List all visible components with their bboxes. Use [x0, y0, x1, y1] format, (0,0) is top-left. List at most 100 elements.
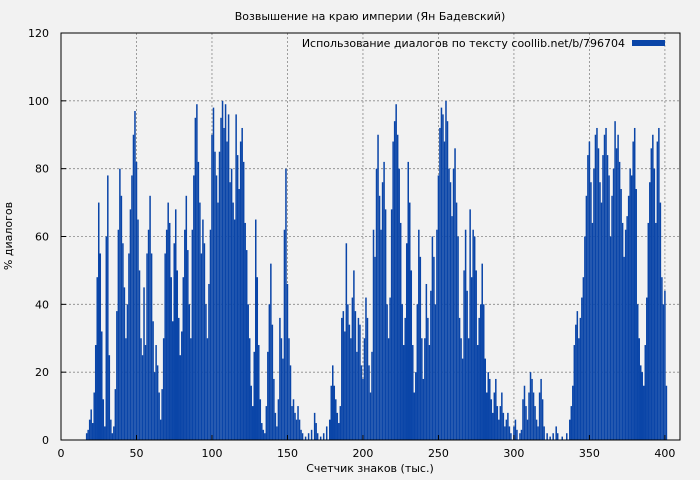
- bar: [351, 297, 354, 440]
- bar: [585, 195, 588, 440]
- bar: [117, 229, 120, 440]
- bar: [590, 182, 592, 441]
- bar: [412, 345, 414, 440]
- bar: [582, 277, 585, 440]
- bar: [439, 127, 441, 440]
- bar: [294, 412, 296, 440]
- bar: [398, 168, 400, 441]
- bar: [587, 155, 589, 440]
- bar: [621, 222, 624, 440]
- bar: [147, 229, 150, 440]
- bar: [531, 378, 533, 440]
- bar: [454, 148, 456, 440]
- bar: [162, 338, 165, 440]
- bar: [575, 324, 577, 440]
- x-tick-label: 100: [201, 447, 222, 460]
- bar: [578, 338, 580, 440]
- bar: [387, 338, 390, 440]
- bar: [155, 345, 157, 440]
- bar: [665, 385, 668, 440]
- bar: [224, 104, 227, 440]
- bar: [413, 392, 416, 440]
- bar: [620, 189, 622, 440]
- bar: [371, 351, 373, 440]
- bar: [535, 419, 538, 440]
- y-tick-label: 100: [28, 95, 49, 108]
- bar: [184, 229, 186, 440]
- bar: [108, 355, 111, 440]
- bar: [199, 202, 201, 440]
- bar: [433, 256, 435, 440]
- bar: [363, 338, 366, 440]
- x-tick-label: 400: [654, 447, 675, 460]
- bar: [455, 202, 458, 440]
- bar: [319, 436, 322, 440]
- bar: [427, 317, 429, 440]
- bar: [129, 209, 132, 440]
- bar: [377, 134, 379, 440]
- bar: [171, 321, 174, 440]
- bar: [273, 378, 275, 440]
- bar: [248, 338, 251, 440]
- bar: [457, 236, 459, 440]
- bar: [304, 436, 307, 440]
- bar: [543, 426, 545, 440]
- bar: [378, 195, 381, 440]
- bar: [603, 134, 606, 440]
- bar: [572, 385, 574, 440]
- bar: [522, 399, 524, 440]
- bar: [339, 406, 342, 440]
- bar: [365, 297, 367, 440]
- y-tick-label: 120: [28, 27, 49, 40]
- bar: [652, 134, 654, 440]
- bar: [236, 155, 239, 440]
- bar: [135, 161, 138, 440]
- bar: [345, 243, 348, 440]
- bar: [315, 423, 317, 440]
- bar: [167, 202, 169, 440]
- bar: [419, 256, 422, 440]
- bar: [250, 385, 252, 440]
- bar: [282, 358, 284, 440]
- bar: [242, 161, 245, 440]
- bar: [138, 270, 141, 440]
- bar: [119, 168, 121, 441]
- bar: [223, 127, 225, 440]
- bar: [416, 304, 419, 440]
- bar: [360, 365, 363, 440]
- bar: [341, 317, 343, 440]
- bar: [325, 426, 328, 440]
- bar: [274, 412, 277, 440]
- bar: [156, 365, 159, 440]
- bar: [295, 419, 298, 440]
- bar: [576, 311, 579, 440]
- bar: [655, 222, 657, 440]
- bar: [330, 385, 332, 440]
- bar: [99, 253, 102, 440]
- bar: [513, 426, 515, 440]
- bar: [298, 419, 301, 440]
- bar: [452, 168, 455, 441]
- bar: [215, 175, 218, 440]
- bar: [502, 412, 505, 440]
- bar: [322, 433, 325, 440]
- bar: [350, 338, 352, 440]
- bar: [519, 433, 521, 440]
- bar: [431, 236, 434, 440]
- bar: [570, 406, 573, 440]
- bar: [165, 229, 168, 440]
- bar: [353, 270, 355, 440]
- y-tick-label: 80: [35, 163, 49, 176]
- bar: [261, 423, 263, 440]
- y-tick-label: 40: [35, 298, 49, 311]
- bar: [643, 385, 645, 440]
- bar: [487, 372, 490, 440]
- bar: [277, 399, 280, 440]
- bar: [472, 229, 474, 440]
- bar: [605, 127, 607, 440]
- bar: [87, 429, 89, 440]
- x-tick-label: 150: [277, 447, 298, 460]
- bar: [596, 127, 598, 440]
- bar: [96, 277, 98, 440]
- bar: [623, 256, 625, 440]
